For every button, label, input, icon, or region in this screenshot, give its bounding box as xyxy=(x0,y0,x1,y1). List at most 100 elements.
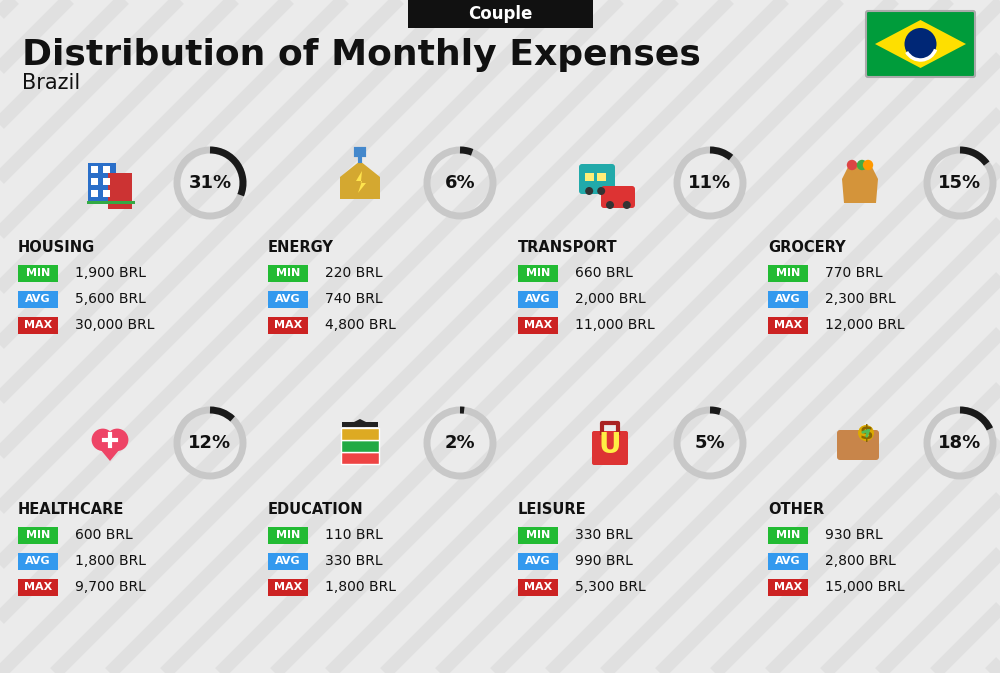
Text: AVG: AVG xyxy=(275,556,301,566)
Text: 1,900 BRL: 1,900 BRL xyxy=(75,266,146,280)
FancyBboxPatch shape xyxy=(768,291,808,308)
Text: 4,800 BRL: 4,800 BRL xyxy=(325,318,396,332)
Polygon shape xyxy=(356,171,366,193)
Text: 600 BRL: 600 BRL xyxy=(75,528,133,542)
Text: MIN: MIN xyxy=(276,268,300,278)
FancyBboxPatch shape xyxy=(597,173,606,181)
FancyBboxPatch shape xyxy=(592,431,628,465)
FancyBboxPatch shape xyxy=(342,422,378,427)
Circle shape xyxy=(606,201,614,209)
Text: 15%: 15% xyxy=(938,174,982,192)
FancyBboxPatch shape xyxy=(18,316,58,334)
Text: 740 BRL: 740 BRL xyxy=(325,292,383,306)
Text: MAX: MAX xyxy=(774,582,802,592)
Text: AVG: AVG xyxy=(25,294,51,304)
FancyBboxPatch shape xyxy=(601,186,635,208)
Text: Distribution of Monthly Expenses: Distribution of Monthly Expenses xyxy=(22,38,701,72)
Text: MAX: MAX xyxy=(524,320,552,330)
Text: HEALTHCARE: HEALTHCARE xyxy=(18,503,124,518)
Polygon shape xyxy=(92,439,128,461)
FancyBboxPatch shape xyxy=(837,430,879,460)
Text: 5,300 BRL: 5,300 BRL xyxy=(575,580,646,594)
FancyBboxPatch shape xyxy=(518,553,558,569)
FancyBboxPatch shape xyxy=(18,579,58,596)
Text: 930 BRL: 930 BRL xyxy=(825,528,883,542)
Circle shape xyxy=(847,160,857,170)
Text: OTHER: OTHER xyxy=(768,503,824,518)
FancyBboxPatch shape xyxy=(108,173,132,209)
Text: MIN: MIN xyxy=(26,530,50,540)
Text: 110 BRL: 110 BRL xyxy=(325,528,383,542)
Text: 18%: 18% xyxy=(938,434,982,452)
Text: 990 BRL: 990 BRL xyxy=(575,554,633,568)
Text: AVG: AVG xyxy=(525,556,551,566)
Text: MAX: MAX xyxy=(274,582,302,592)
FancyBboxPatch shape xyxy=(268,553,308,569)
Text: 11%: 11% xyxy=(688,174,732,192)
Text: MAX: MAX xyxy=(524,582,552,592)
FancyBboxPatch shape xyxy=(341,428,379,440)
Text: LEISURE: LEISURE xyxy=(518,503,587,518)
Text: 5,600 BRL: 5,600 BRL xyxy=(75,292,146,306)
FancyBboxPatch shape xyxy=(585,173,594,181)
Text: MIN: MIN xyxy=(776,530,800,540)
Text: MIN: MIN xyxy=(526,268,550,278)
Text: Brazil: Brazil xyxy=(22,73,80,93)
Text: 9,700 BRL: 9,700 BRL xyxy=(75,580,146,594)
Text: MAX: MAX xyxy=(274,320,302,330)
Text: MIN: MIN xyxy=(276,530,300,540)
FancyBboxPatch shape xyxy=(268,291,308,308)
FancyBboxPatch shape xyxy=(103,166,110,173)
Text: $: $ xyxy=(859,423,873,443)
Text: 6%: 6% xyxy=(445,174,475,192)
FancyBboxPatch shape xyxy=(518,526,558,544)
Text: U: U xyxy=(599,431,621,459)
FancyBboxPatch shape xyxy=(87,201,135,204)
FancyBboxPatch shape xyxy=(768,264,808,281)
Circle shape xyxy=(863,160,873,170)
FancyBboxPatch shape xyxy=(268,264,308,281)
Text: EDUCATION: EDUCATION xyxy=(268,503,364,518)
FancyBboxPatch shape xyxy=(579,164,615,194)
FancyBboxPatch shape xyxy=(91,190,98,197)
Polygon shape xyxy=(340,161,380,199)
Text: 2,000 BRL: 2,000 BRL xyxy=(575,292,646,306)
Circle shape xyxy=(106,429,128,451)
Polygon shape xyxy=(875,20,966,68)
Text: MIN: MIN xyxy=(26,268,50,278)
FancyBboxPatch shape xyxy=(341,452,379,464)
FancyBboxPatch shape xyxy=(91,166,98,173)
FancyBboxPatch shape xyxy=(268,579,308,596)
Circle shape xyxy=(92,429,114,451)
Circle shape xyxy=(597,187,605,195)
FancyBboxPatch shape xyxy=(88,163,116,203)
Text: AVG: AVG xyxy=(25,556,51,566)
FancyBboxPatch shape xyxy=(268,316,308,334)
FancyBboxPatch shape xyxy=(91,178,98,185)
Polygon shape xyxy=(842,163,878,203)
Text: MIN: MIN xyxy=(776,268,800,278)
Text: AVG: AVG xyxy=(775,294,801,304)
Text: 31%: 31% xyxy=(188,174,232,192)
Text: MAX: MAX xyxy=(774,320,802,330)
Polygon shape xyxy=(344,419,376,427)
Text: 12,000 BRL: 12,000 BRL xyxy=(825,318,905,332)
Text: 330 BRL: 330 BRL xyxy=(325,554,383,568)
Circle shape xyxy=(904,28,936,60)
Circle shape xyxy=(585,187,593,195)
Circle shape xyxy=(858,425,874,441)
Text: 2,800 BRL: 2,800 BRL xyxy=(825,554,896,568)
Text: HOUSING: HOUSING xyxy=(18,240,95,256)
FancyBboxPatch shape xyxy=(18,553,58,569)
Text: 770 BRL: 770 BRL xyxy=(825,266,883,280)
Text: TRANSPORT: TRANSPORT xyxy=(518,240,618,256)
FancyBboxPatch shape xyxy=(866,11,975,77)
FancyBboxPatch shape xyxy=(518,264,558,281)
Text: GROCERY: GROCERY xyxy=(768,240,846,256)
FancyBboxPatch shape xyxy=(518,579,558,596)
FancyBboxPatch shape xyxy=(18,264,58,281)
Text: 330 BRL: 330 BRL xyxy=(575,528,633,542)
Text: 15,000 BRL: 15,000 BRL xyxy=(825,580,905,594)
Text: AVG: AVG xyxy=(275,294,301,304)
FancyBboxPatch shape xyxy=(768,553,808,569)
